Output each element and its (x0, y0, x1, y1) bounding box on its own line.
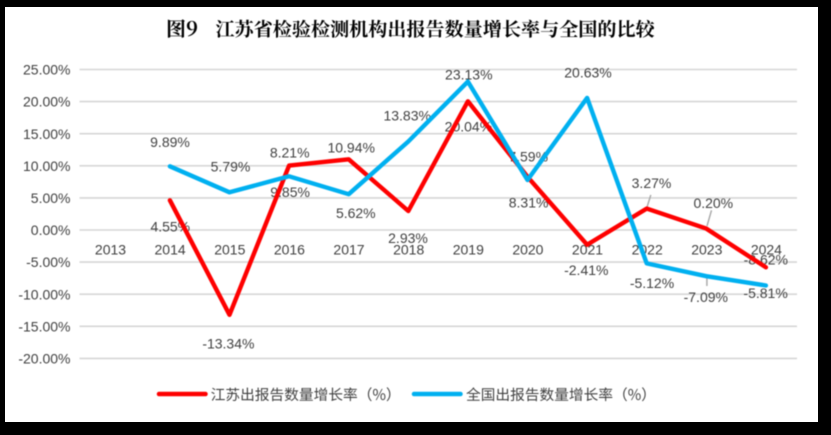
svg-text:2019: 2019 (453, 241, 484, 257)
svg-text:2014: 2014 (155, 241, 186, 257)
svg-text:2022: 2022 (632, 241, 663, 257)
svg-text:5.79%: 5.79% (211, 159, 251, 175)
svg-text:-5.81%: -5.81% (743, 285, 787, 301)
svg-text:8.31%: 8.31% (509, 195, 549, 211)
svg-text:-13.34%: -13.34% (202, 335, 254, 351)
svg-text:15.00%: 15.00% (23, 126, 70, 142)
svg-text:5.62%: 5.62% (336, 205, 376, 221)
svg-text:13.83%: 13.83% (383, 108, 430, 124)
svg-text:2017: 2017 (333, 241, 364, 257)
svg-text:20.63%: 20.63% (564, 65, 611, 81)
svg-text:2024: 2024 (751, 241, 782, 257)
svg-text:2016: 2016 (274, 241, 305, 257)
svg-text:-8.62%: -8.62% (744, 252, 788, 268)
svg-text:2020: 2020 (512, 241, 543, 257)
svg-text:25.00%: 25.00% (23, 62, 70, 78)
svg-text:2013: 2013 (95, 241, 126, 257)
svg-text:-15.00%: -15.00% (18, 318, 70, 334)
svg-text:2021: 2021 (572, 241, 603, 257)
svg-text:5.00%: 5.00% (31, 190, 71, 206)
svg-text:2015: 2015 (214, 241, 245, 257)
svg-text:0.20%: 0.20% (693, 195, 733, 211)
svg-text:8.21%: 8.21% (270, 144, 310, 160)
svg-text:-10.00%: -10.00% (18, 286, 70, 302)
svg-text:2023: 2023 (691, 241, 722, 257)
svg-text:-7.09%: -7.09% (684, 289, 728, 305)
svg-text:0.00%: 0.00% (31, 222, 71, 238)
svg-text:10.94%: 10.94% (327, 139, 374, 155)
svg-text:-20.00%: -20.00% (18, 351, 70, 367)
svg-text:23.13%: 23.13% (445, 67, 492, 83)
svg-text:20.00%: 20.00% (23, 94, 70, 110)
svg-text:2018: 2018 (393, 241, 424, 257)
svg-text:2.93%: 2.93% (388, 230, 428, 246)
svg-text:9.89%: 9.89% (150, 134, 190, 150)
svg-text:3.27%: 3.27% (632, 175, 672, 191)
svg-text:-5.00%: -5.00% (26, 254, 70, 270)
svg-text:-5.12%: -5.12% (630, 275, 674, 291)
svg-text:10.00%: 10.00% (23, 158, 70, 174)
svg-text:7.59%: 7.59% (508, 149, 548, 165)
svg-text:-2.41%: -2.41% (564, 262, 608, 278)
